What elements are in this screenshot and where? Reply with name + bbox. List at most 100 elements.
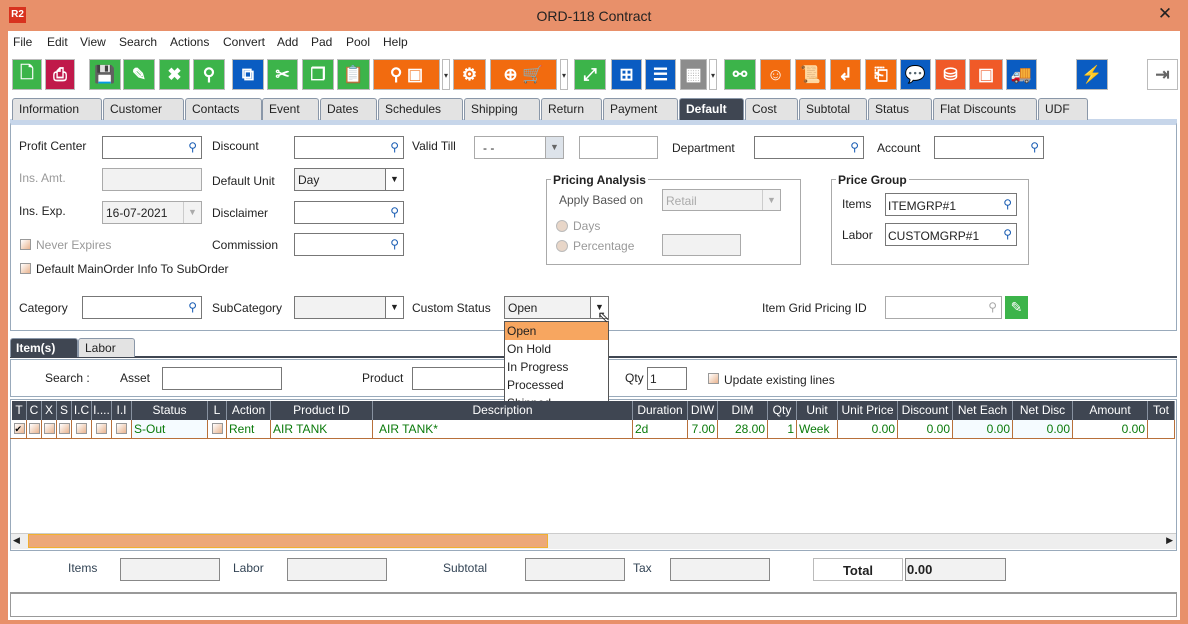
box-return-button[interactable]: ⎗ [865,59,897,90]
grid-cell-flag[interactable] [92,420,112,438]
row-checkbox[interactable] [28,423,40,434]
search-icon[interactable]: ⚲ [188,300,197,314]
column-header-14[interactable]: DIW [688,401,718,420]
column-header-7[interactable]: I.I [112,401,132,420]
chevron-down-icon[interactable]: ▼ [385,169,403,190]
subtab-items[interactable]: Item(s) [10,338,78,357]
percentage-input[interactable] [662,234,741,256]
tab-flat-discounts[interactable]: Flat Discounts [933,98,1037,120]
column-header-1[interactable]: T [12,401,27,420]
tab-udf[interactable]: UDF [1038,98,1088,120]
tab-schedules[interactable]: Schedules [378,98,463,120]
expand-button[interactable]: ⤢ [574,59,606,90]
update-existing-lines-checkbox[interactable] [708,373,719,384]
hierarchy-button[interactable]: ⚯ [724,59,756,90]
menu-add[interactable]: Add [277,35,299,49]
column-header-11[interactable]: Product ID [271,401,373,420]
search-button[interactable]: ⚲ [193,59,225,90]
menu-edit[interactable]: Edit [47,35,68,49]
default-unit-select[interactable]: Day ▼ [294,168,404,191]
dropdown-option-open[interactable]: Open [505,322,608,340]
horizontal-scrollbar[interactable]: ◀ ▶ [11,533,1176,549]
chevron-down-icon[interactable]: ▼ [385,297,403,318]
toolbar-dropdown-button[interactable]: ▾ [560,59,568,90]
row-checkbox[interactable] [96,423,107,434]
grid-cell-flag[interactable] [57,420,72,438]
menu-file[interactable]: File [13,35,33,49]
paste-button[interactable]: 📋 [337,59,370,90]
close-window-button[interactable]: ✕ [1157,4,1173,23]
menu-convert[interactable]: Convert [223,35,266,49]
scroll-left-icon[interactable]: ◀ [13,535,20,545]
column-header-3[interactable]: X [42,401,57,420]
copy-zero-button[interactable]: ⧉ [232,59,264,90]
coins-add-button[interactable]: ⛁ [935,59,966,90]
calendar-button[interactable]: ▦ [680,59,707,90]
column-header-16[interactable]: Qty [768,401,797,420]
exit-button[interactable]: ⇥ [1147,59,1178,90]
column-header-10[interactable]: Action [227,401,271,420]
subcategory-select[interactable]: ▼ [294,296,404,319]
search-icon[interactable]: ⚲ [390,237,399,251]
column-header-12[interactable]: Description [373,401,633,420]
toolbar-dropdown-button[interactable]: ▾ [709,59,717,90]
scroll-button[interactable]: 📜 [795,59,826,90]
grid-cell-flag[interactable] [27,420,42,438]
row-checkbox[interactable] [43,423,55,434]
workflow-button[interactable]: ⊞ [611,59,642,90]
scroll-right-icon[interactable]: ▶ [1166,535,1173,545]
default-mainorder-checkbox[interactable] [20,263,31,274]
column-header-2[interactable]: C [27,401,42,420]
return-button[interactable]: ↲ [830,59,861,90]
menu-pool[interactable]: Pool [346,35,371,49]
column-header-9[interactable]: L [208,401,227,420]
tab-event[interactable]: Event [262,98,319,120]
tab-shipping[interactable]: Shipping [464,98,540,120]
grid-cell-flag[interactable]: ✔ [12,420,27,438]
ins-amt-input[interactable] [102,168,202,191]
message-button[interactable]: ☰ [645,59,676,90]
tab-customer[interactable]: Customer [103,98,184,120]
commission-input[interactable]: ⚲ [294,233,404,256]
profit-center-input[interactable]: ⚲ [102,136,202,159]
cut-button[interactable]: ✂ [267,59,298,90]
column-header-23[interactable]: Tot [1148,401,1175,420]
never-expires-checkbox[interactable] [20,239,31,250]
percentage-radio[interactable] [556,240,568,252]
search-icon[interactable]: ⚲ [390,205,399,219]
tab-dates[interactable]: Dates [320,98,377,120]
tab-cost[interactable]: Cost [745,98,798,120]
menu-pad[interactable]: Pad [311,35,333,49]
column-header-21[interactable]: Net Disc [1013,401,1073,420]
print-button[interactable]: ⎙ [45,59,75,90]
tab-contacts[interactable]: Contacts [185,98,262,120]
tab-return[interactable]: Return [541,98,602,120]
menu-search[interactable]: Search [119,35,158,49]
labor-price-group-input[interactable]: CUSTOMGRP#1 ⚲ [885,223,1017,246]
new-document-button[interactable]: 🗋 [12,59,42,90]
tab-status[interactable]: Status [868,98,932,120]
column-header-17[interactable]: Unit [797,401,838,420]
chevron-down-icon[interactable]: ▼ [545,137,563,158]
row-checkbox[interactable]: ✔ [13,423,25,434]
add-purchase-order-cart-button[interactable]: ⊕ 🛒 [490,59,557,90]
row-checkbox[interactable] [211,423,223,434]
ins-exp-date-picker[interactable]: 16-07-2021 ▼ [102,201,202,224]
column-header-18[interactable]: Unit Price [838,401,898,420]
discount-input[interactable]: ⚲ [294,136,404,159]
chevron-down-icon[interactable]: ▼ [590,297,608,318]
chat-zero-button[interactable]: 💬 [900,59,931,90]
search-icon[interactable]: ⚲ [188,140,197,154]
row-checkbox[interactable] [58,423,70,434]
days-radio[interactable] [556,220,568,232]
qty-input[interactable]: 1 [647,367,687,390]
asset-input[interactable] [162,367,282,390]
toolbar-dropdown-button[interactable]: ▾ [442,59,450,90]
search-icon[interactable]: ⚲ [988,300,997,314]
column-header-8[interactable]: Status [132,401,208,420]
product-input[interactable] [412,367,507,390]
chevron-down-icon[interactable]: ▼ [762,190,780,210]
disclaimer-input[interactable]: ⚲ [294,201,404,224]
column-header-13[interactable]: Duration [633,401,688,420]
category-input[interactable]: ⚲ [82,296,202,319]
